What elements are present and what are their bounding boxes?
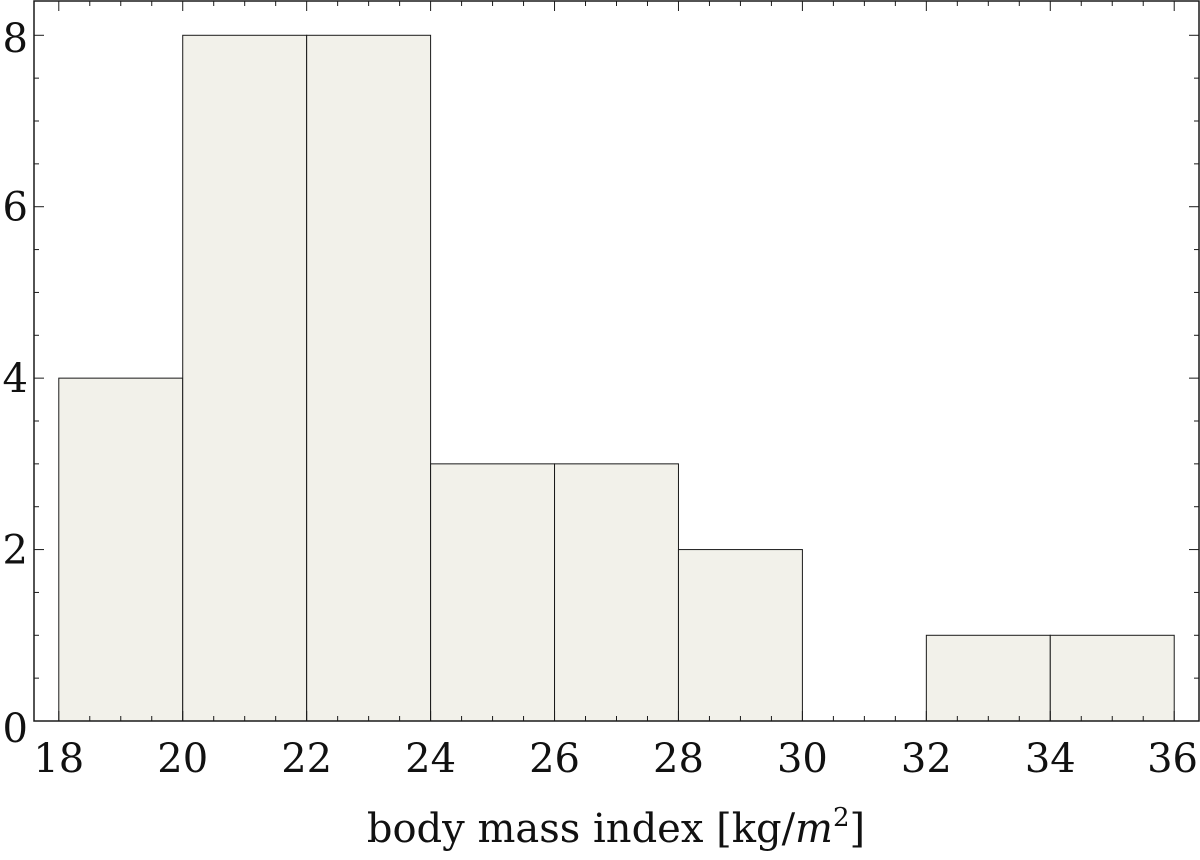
x-tick-label: 26 <box>529 736 580 782</box>
x-tick-label: 36 <box>1147 736 1198 782</box>
ticks-group <box>34 1 1199 722</box>
histogram-bar <box>58 377 184 722</box>
histogram-bar <box>430 463 556 722</box>
histogram-bar <box>1049 634 1175 722</box>
x-tick-label: 18 <box>33 736 84 782</box>
histogram-bar <box>925 634 1051 722</box>
x-tick-label: 20 <box>157 736 208 782</box>
histogram-bar <box>306 34 432 722</box>
bars-group <box>58 34 1175 722</box>
y-tick-label: 4 <box>3 356 28 402</box>
x-tick-label: 32 <box>901 736 952 782</box>
y-tick-label: 8 <box>3 16 28 62</box>
x-tick-label: 34 <box>1025 736 1076 782</box>
x-tick-label: 24 <box>405 736 456 782</box>
x-tick-label: 28 <box>653 736 704 782</box>
x-tick-label: 22 <box>281 736 332 782</box>
y-tick-label: 0 <box>3 706 28 752</box>
x-axis-title: body mass index [kg/m2] <box>367 803 865 852</box>
y-tick-label: 6 <box>3 185 28 231</box>
plot-frame <box>33 0 1200 722</box>
x-tick-label: 30 <box>777 736 828 782</box>
histogram-bar <box>182 34 308 722</box>
histogram-bar <box>554 463 679 722</box>
histogram-bar <box>677 549 803 722</box>
y-tick-label: 2 <box>3 528 28 574</box>
